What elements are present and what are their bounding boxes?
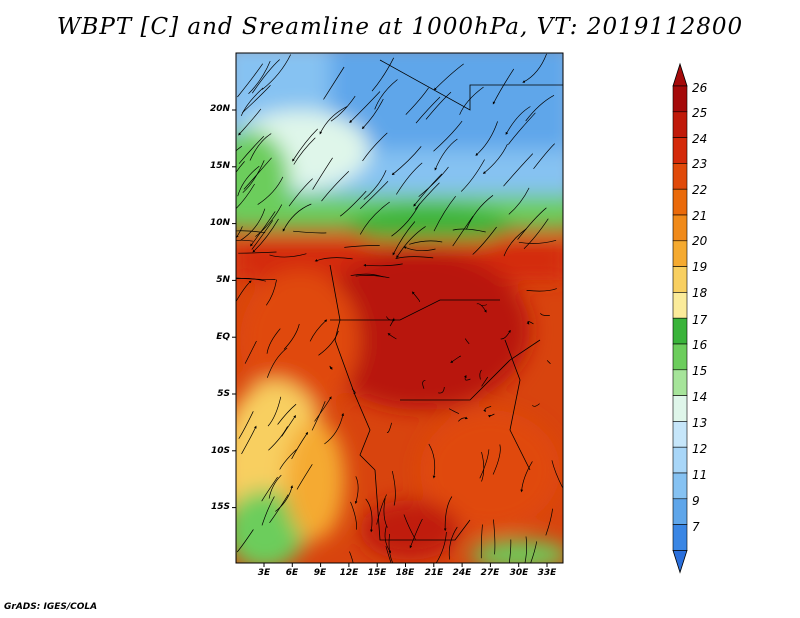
colorbar-label-17: 17 xyxy=(692,313,708,327)
colorbar-swatch xyxy=(672,266,688,293)
lat-label-eq: EQ xyxy=(216,332,230,342)
lon-label-12e: 12E xyxy=(339,568,359,578)
lon-label-27e: 27E xyxy=(480,568,500,578)
lon-label-3e: 3E xyxy=(257,568,271,578)
colorbar-label-22: 22 xyxy=(692,183,708,197)
colorbar-label-12: 12 xyxy=(692,442,708,456)
colorbar-label-16: 16 xyxy=(692,338,708,352)
lat-label-5s: 5S xyxy=(217,389,230,399)
colorbar xyxy=(672,62,688,574)
grads-credit: GrADS: IGES/COLA xyxy=(4,602,98,612)
lon-label-24e: 24E xyxy=(452,568,472,578)
lat-label-10n: 10N xyxy=(209,218,230,228)
colorbar-label-21: 21 xyxy=(692,209,708,223)
lon-label-6e: 6E xyxy=(285,568,299,578)
streamlines xyxy=(236,53,563,563)
colorbar-label-14: 14 xyxy=(692,390,708,404)
lon-label-15e: 15E xyxy=(367,568,387,578)
lat-label-15s: 15S xyxy=(210,502,230,512)
colorbar-label-25: 25 xyxy=(692,106,708,120)
colorbar-swatch xyxy=(672,292,688,319)
wbpt-field xyxy=(236,53,563,563)
lon-label-18e: 18E xyxy=(395,568,415,578)
lat-label-15n: 15N xyxy=(209,161,230,171)
colorbar-swatch xyxy=(672,317,688,345)
colorbar-bottom-arrow xyxy=(672,550,688,574)
colorbar-label-24: 24 xyxy=(692,132,708,146)
colorbar-swatch xyxy=(672,421,688,448)
lon-label-21e: 21E xyxy=(424,568,444,578)
colorbar-swatch xyxy=(672,498,688,525)
lat-label-10s: 10S xyxy=(210,446,230,456)
colorbar-label-13: 13 xyxy=(692,416,708,430)
colorbar-label-20: 20 xyxy=(692,234,708,248)
colorbar-swatch xyxy=(672,188,688,216)
colorbar-label-11: 11 xyxy=(692,468,708,482)
colorbar-swatch xyxy=(672,137,688,164)
lat-label-20n: 20N xyxy=(209,104,230,114)
lon-label-33e: 33E xyxy=(537,568,557,578)
lon-label-30e: 30E xyxy=(509,568,529,578)
colorbar-label-15: 15 xyxy=(692,364,708,378)
colorbar-swatch xyxy=(672,446,688,474)
colorbar-label-7: 7 xyxy=(692,520,700,534)
map-frame xyxy=(235,52,564,564)
lat-label-5n: 5N xyxy=(216,275,230,285)
colorbar-swatch xyxy=(672,524,688,551)
colorbar-label-23: 23 xyxy=(692,157,708,171)
lon-label-9e: 9E xyxy=(313,568,327,578)
colorbar-swatch xyxy=(672,214,688,242)
colorbar-swatch xyxy=(672,111,688,138)
colorbar-swatch xyxy=(672,240,688,267)
colorbar-label-26: 26 xyxy=(692,81,708,95)
map-title: WBPT [C] and Sreamline at 1000hPa, VT: 2… xyxy=(56,14,744,40)
colorbar-top-arrow xyxy=(672,62,688,87)
colorbar-swatch xyxy=(672,395,688,422)
colorbar-swatch xyxy=(672,85,688,113)
colorbar-label-9: 9 xyxy=(692,494,700,508)
country-boundaries xyxy=(329,59,563,541)
colorbar-swatch xyxy=(672,472,688,500)
colorbar-swatch xyxy=(672,163,688,190)
colorbar-swatch xyxy=(672,369,688,396)
colorbar-swatch xyxy=(672,343,688,371)
colorbar-label-18: 18 xyxy=(692,286,708,300)
colorbar-label-19: 19 xyxy=(692,260,708,274)
